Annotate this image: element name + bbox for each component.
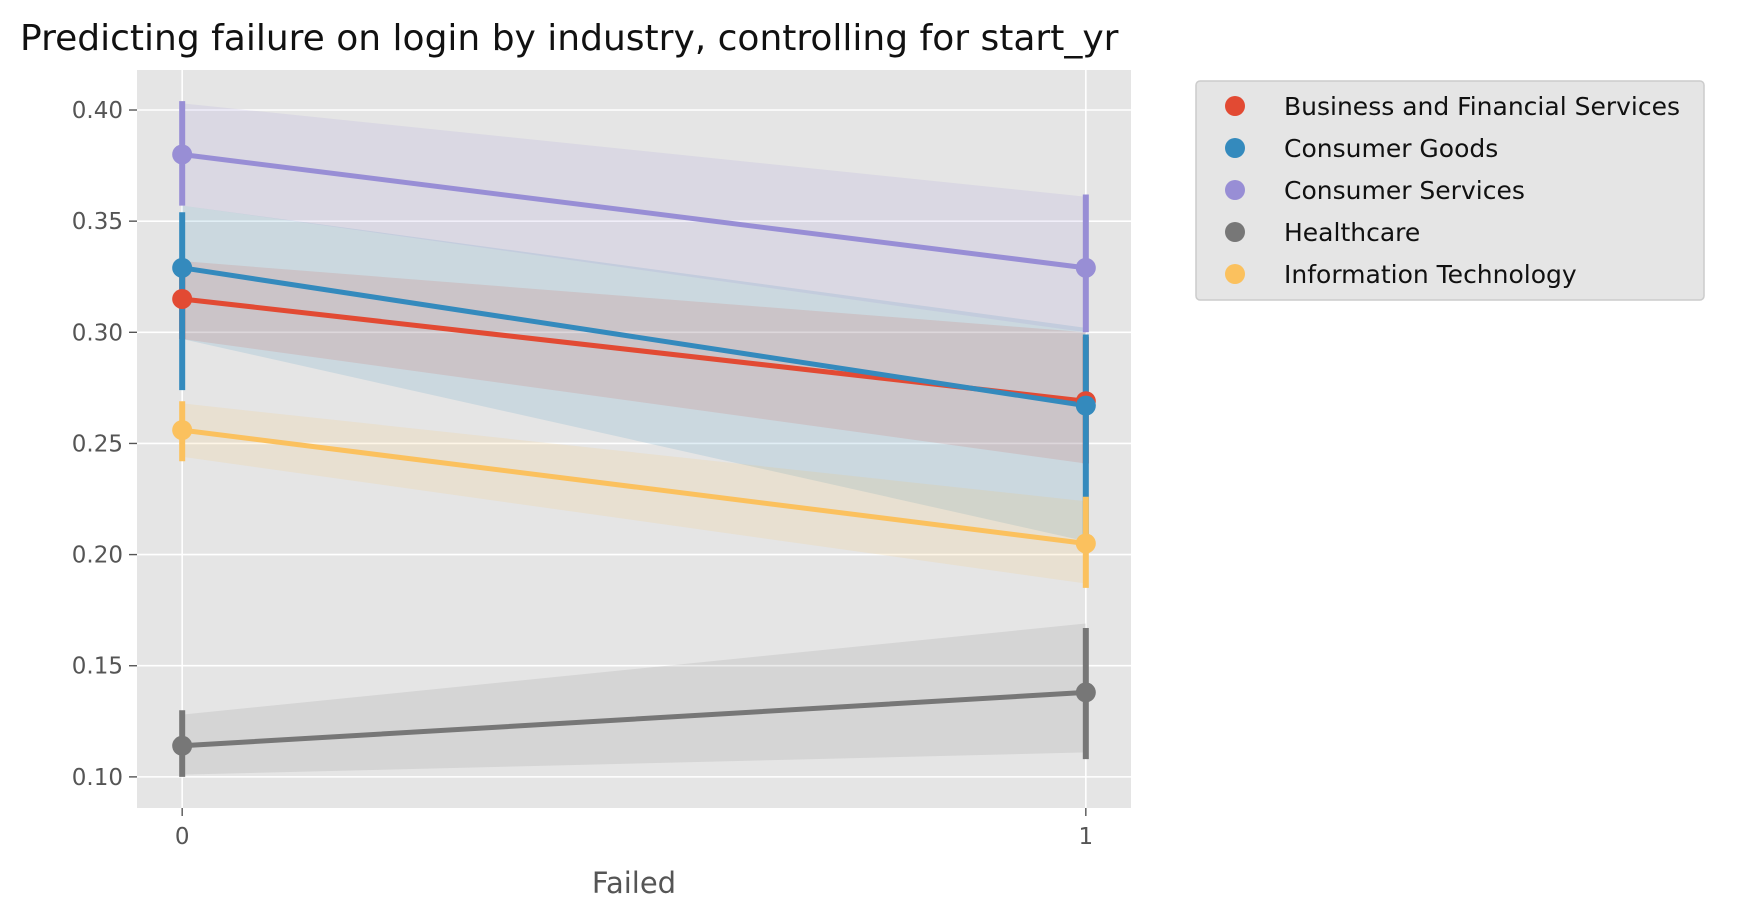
series-line (179, 689, 1089, 749)
legend-marker (1225, 264, 1245, 284)
y-tick-label: 0.20 (72, 543, 123, 569)
data-point (1075, 395, 1096, 416)
y-tick-label: 0.15 (72, 654, 123, 680)
x-tick-label: 0 (175, 824, 190, 850)
y-tick-label: 0.35 (72, 209, 123, 235)
legend-label: Consumer Services (1284, 176, 1525, 205)
x-tick-label: 1 (1078, 824, 1093, 850)
data-point (172, 257, 193, 278)
series-line (179, 265, 1089, 409)
series-lines (179, 151, 1089, 749)
data-point (1075, 257, 1096, 278)
data-point (172, 735, 193, 756)
confidence-bands (182, 103, 1086, 775)
data-point (172, 288, 193, 309)
confidence-band (182, 205, 1086, 542)
data-point (1075, 533, 1096, 554)
data-point (172, 420, 193, 441)
y-tick-label: 0.30 (72, 320, 123, 346)
chart-title: Predicting failure on login by industry,… (20, 18, 1119, 59)
confidence-band (182, 623, 1086, 775)
y-tick-label: 0.40 (72, 98, 123, 124)
legend-label: Consumer Goods (1284, 134, 1498, 163)
legend-label: Business and Financial Services (1284, 92, 1680, 121)
legend-label: Healthcare (1284, 218, 1420, 247)
confidence-band (182, 103, 1086, 333)
legend: Business and Financial Services Consumer … (1195, 80, 1705, 301)
legend-label: Information Technology (1284, 260, 1577, 289)
x-axis-label: Failed (592, 866, 676, 900)
y-tick-label: 0.25 (72, 431, 123, 457)
y-tick-label: 0.10 (72, 765, 123, 791)
data-point (172, 144, 193, 165)
legend-box (1195, 80, 1705, 301)
data-points (172, 144, 1096, 756)
data-point (1075, 682, 1096, 703)
series-line (179, 427, 1089, 546)
series-line (179, 151, 1089, 271)
y-axis-ticks: 0.10 0.15 0.20 0.25 0.30 0.35 0.40 (72, 98, 137, 791)
legend-marker (1225, 96, 1245, 116)
legend-marker (1225, 222, 1245, 242)
legend-marker (1225, 138, 1245, 158)
confidence-band (182, 261, 1086, 464)
confidence-band (182, 403, 1086, 584)
plot-area (137, 70, 1131, 808)
legend-marker (1225, 180, 1245, 200)
